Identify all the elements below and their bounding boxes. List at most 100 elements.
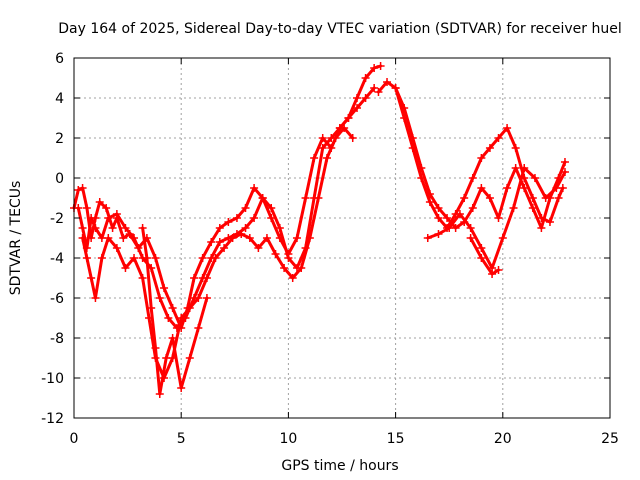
data-point-marker (348, 134, 357, 142)
data-point-marker (119, 234, 128, 242)
y-tick-label: -2 (50, 211, 64, 227)
y-tick-label: 6 (55, 51, 64, 67)
data-point-marker (245, 234, 254, 242)
data-point-marker (271, 250, 280, 258)
data-point-marker (509, 204, 518, 212)
series-1 (70, 62, 385, 332)
data-point-marker (190, 274, 199, 282)
data-point-marker (207, 238, 216, 246)
data-point-marker (211, 254, 220, 262)
data-point-marker (353, 104, 362, 112)
data-point-marker (485, 144, 494, 152)
data-point-marker (434, 204, 443, 212)
series-line (426, 166, 567, 270)
data-point-marker (353, 94, 362, 102)
data-point-marker (74, 204, 83, 212)
data-point-marker (408, 134, 417, 142)
data-point-marker (121, 224, 130, 232)
data-point-marker (194, 294, 203, 302)
data-point-marker (258, 194, 267, 202)
data-point-marker (275, 224, 284, 232)
series-2 (74, 84, 379, 332)
data-point-marker (305, 234, 314, 242)
data-point-marker (262, 234, 271, 242)
data-point-marker (164, 314, 173, 322)
data-point-marker (425, 198, 434, 206)
data-point-marker (370, 64, 379, 72)
data-point-marker (95, 198, 104, 206)
data-point-marker (91, 294, 100, 302)
data-point-marker (374, 88, 383, 96)
data-point-marker (151, 344, 160, 352)
data-point-marker (138, 274, 147, 282)
y-tick-label: 4 (55, 91, 64, 107)
data-point-marker (160, 284, 169, 292)
data-point-marker (541, 194, 550, 202)
data-point-marker (74, 186, 83, 194)
data-point-marker (142, 254, 151, 262)
data-point-marker (104, 234, 113, 242)
data-point-marker (177, 314, 186, 322)
x-tick-label: 5 (177, 431, 186, 447)
data-point-marker (130, 254, 139, 262)
data-point-marker (155, 294, 164, 302)
series-3 (78, 124, 357, 382)
data-point-marker (477, 184, 486, 192)
data-point-marker (477, 254, 486, 262)
data-point-marker (528, 204, 537, 212)
chart-title: Day 164 of 2025, Sidereal Day-to-day VTE… (58, 21, 621, 37)
axis-ticks: 0 5 10 15 20 25 -12 -10 -8 -6 -4 -2 0 2 4 6 (41, 51, 619, 447)
y-axis-label: SDTVAR / TECUs (8, 181, 24, 296)
data-point-marker (528, 194, 537, 202)
data-point-marker (391, 84, 400, 92)
data-point-marker (97, 254, 106, 262)
y-tick-label: -4 (50, 251, 64, 267)
data-point-marker (322, 154, 331, 162)
series-line (72, 64, 383, 330)
data-point-marker (318, 134, 327, 142)
data-point-marker (445, 224, 454, 232)
data-point-marker (112, 210, 121, 218)
data-point-marker (151, 254, 160, 262)
data-point-marker (155, 390, 164, 398)
data-point-marker (331, 134, 340, 142)
data-point-marker (511, 144, 520, 152)
data-point-marker (202, 294, 211, 302)
y-tick-label: -12 (41, 411, 64, 427)
data-point-marker (434, 230, 443, 238)
series-layer (70, 62, 569, 398)
data-point-marker (318, 144, 327, 152)
data-point-marker (241, 204, 250, 212)
data-point-marker (383, 78, 392, 86)
data-point-marker (455, 210, 464, 218)
data-point-marker (241, 224, 250, 232)
data-point-marker (425, 190, 434, 198)
data-point-marker (340, 124, 349, 132)
data-point-marker (443, 214, 452, 222)
data-point-marker (254, 244, 263, 252)
y-tick-label: -6 (50, 291, 64, 307)
data-point-marker (87, 214, 96, 222)
x-axis-label: GPS time / hours (281, 458, 398, 474)
data-point-marker (82, 254, 91, 262)
data-point-marker (477, 154, 486, 162)
data-point-marker (198, 254, 207, 262)
data-point-marker (301, 194, 310, 202)
data-point-marker (488, 270, 497, 278)
data-point-marker (147, 304, 156, 312)
data-point-marker (376, 62, 385, 70)
data-point-marker (78, 224, 87, 232)
data-point-marker (130, 234, 139, 242)
data-point-marker (503, 184, 512, 192)
data-point-marker (297, 264, 306, 272)
series-line (469, 236, 500, 276)
y-tick-label: -8 (50, 331, 64, 347)
data-point-marker (78, 234, 87, 242)
data-point-marker (232, 214, 241, 222)
data-point-marker (224, 218, 233, 226)
data-point-marker (498, 234, 507, 242)
series-line (76, 86, 376, 330)
data-point-marker (168, 304, 177, 312)
data-point-marker (477, 244, 486, 252)
